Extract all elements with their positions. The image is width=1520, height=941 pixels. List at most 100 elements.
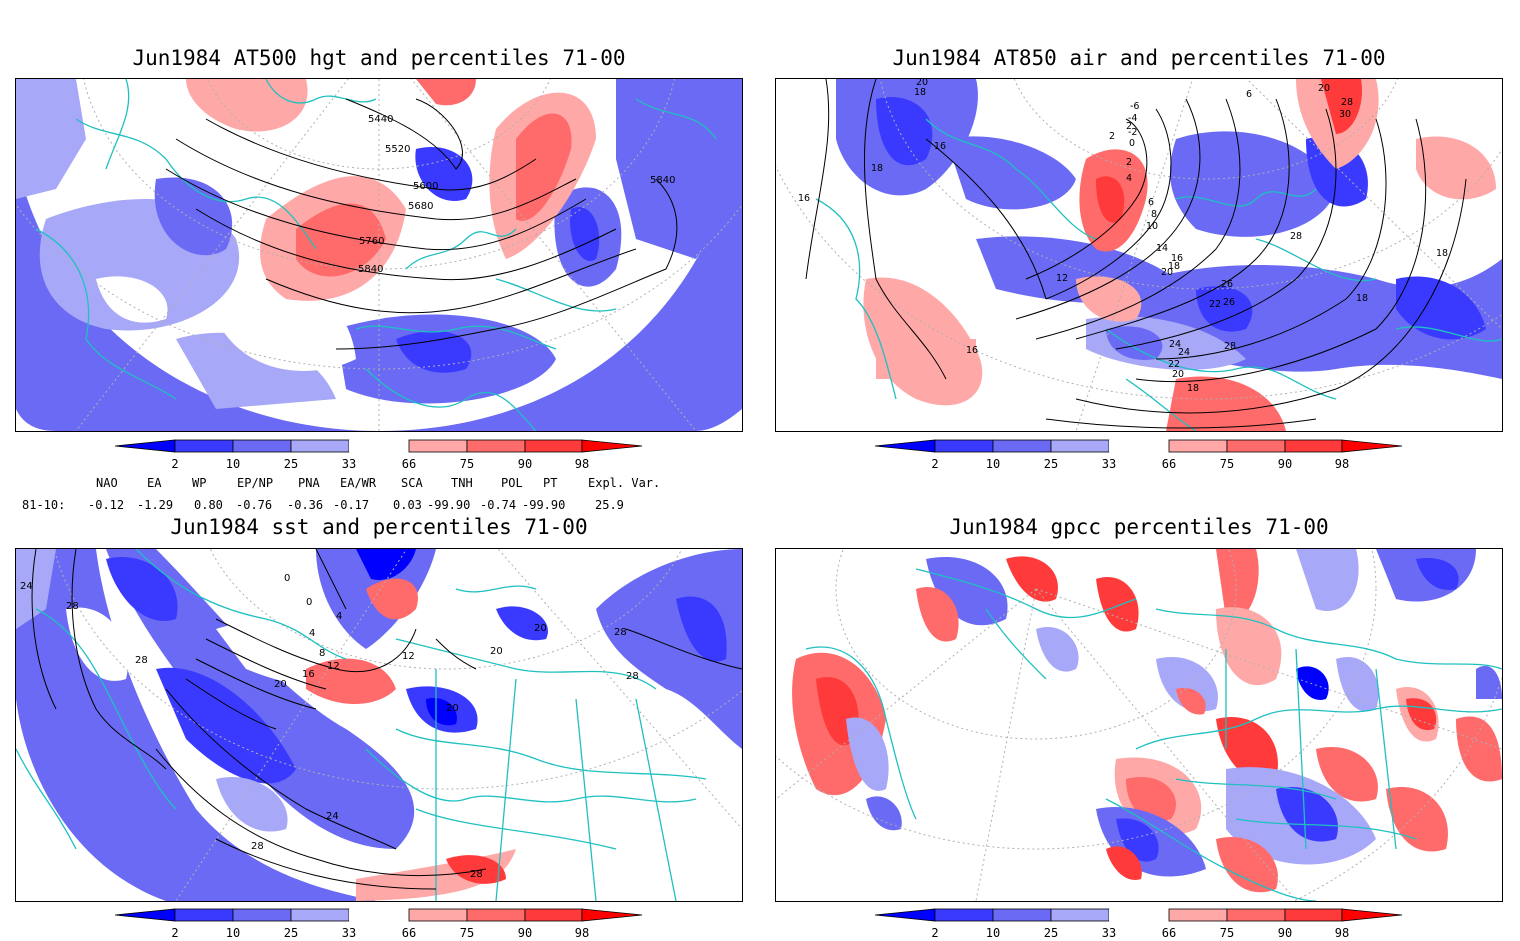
colorbar-tick-label: 33 — [342, 457, 356, 471]
colorbar-segment — [290, 439, 350, 453]
colorbar-segment — [232, 439, 292, 453]
contour-label: 12 — [1056, 273, 1068, 284]
colorbar-tick-label: 75 — [1220, 926, 1234, 940]
colorbar-segment — [1168, 908, 1228, 922]
contour-label: 28 — [251, 841, 264, 852]
contour-label: 20 — [534, 623, 547, 634]
contour-label: 24 — [1178, 347, 1190, 358]
map-air850: 20 18 16 18 16 2 2 -2 -4 -6 0 2 4 6 8 10… — [776, 79, 1502, 431]
colorbar-segment — [466, 439, 526, 453]
contour-label: 16 — [1171, 253, 1183, 264]
colorbar-segment — [1284, 908, 1343, 922]
colorbar-tick-label: 66 — [402, 926, 416, 940]
map-gpcc — [776, 549, 1502, 901]
colorbar-tick-label: 2 — [171, 457, 178, 471]
contour-label: 14 — [1156, 243, 1168, 254]
colorbar-tick-label: 75 — [1220, 457, 1234, 471]
colorbar-tick-label: 90 — [518, 926, 532, 940]
colorbar-tick-label: 90 — [1278, 457, 1292, 471]
colorbar-segment — [408, 908, 468, 922]
colorbar-arrow-low — [115, 908, 176, 922]
colorbar-tick-label: 10 — [986, 926, 1000, 940]
contour-label: 28 — [135, 655, 148, 666]
index-header: SCA — [401, 476, 423, 490]
contour-label: 28 — [1290, 231, 1302, 242]
index-value: -99.90 — [427, 498, 471, 512]
contour-label: 16 — [302, 669, 315, 680]
colorbar-tick-label: 98 — [1335, 926, 1349, 940]
contour-label: 18 — [914, 87, 926, 98]
colorbar-segment — [466, 908, 526, 922]
colorbar-segment — [524, 908, 583, 922]
colorbar-segment — [1226, 908, 1286, 922]
contour-label: 5760 — [359, 236, 384, 247]
contour-label: 18 — [1356, 293, 1368, 304]
index-value: 25.9 — [595, 498, 624, 512]
colorbar-segment — [1109, 440, 1169, 452]
colorbar-tick-label: 98 — [575, 926, 589, 940]
colorbar-segment — [1050, 908, 1110, 922]
contour-label: 4 — [336, 611, 342, 622]
colorbar-tick-label: 10 — [986, 457, 1000, 471]
index-value: -0.36 — [287, 498, 324, 512]
contour-label: 20 — [490, 646, 503, 657]
contour-label: 16 — [934, 141, 946, 152]
contour-label: 28 — [1341, 97, 1353, 108]
panel-title-sst: Jun1984 sst and percentiles 71-00 — [170, 515, 588, 539]
contour-label: 26 — [1221, 279, 1233, 290]
contour-label: 24 — [1169, 339, 1181, 350]
colorbar-segment — [290, 908, 350, 922]
colorbar-tick-label: 66 — [402, 457, 416, 471]
colorbar-segment — [408, 439, 468, 453]
colorbar-segment — [934, 439, 994, 453]
contour-label: 4 — [1126, 173, 1132, 184]
contour-label: 18 — [1168, 261, 1180, 272]
colorbar-tick-label: 98 — [575, 457, 589, 471]
panel-title-gpcc: Jun1984 gpcc percentiles 71-00 — [949, 515, 1329, 539]
contour-label: 5840 — [650, 175, 675, 186]
colorbar-arrow-low — [115, 439, 176, 453]
map-panel-hgt500: 5440 5520 5600 5680 5760 5840 5840 — [15, 78, 743, 432]
contour-label: 16 — [966, 345, 978, 356]
colorbar-tick-label: 90 — [518, 457, 532, 471]
contour-label: 16 — [798, 193, 810, 204]
index-row-label: 81-10: — [22, 498, 66, 512]
colorbar-segment — [934, 908, 994, 922]
colorbar-tick-label: 25 — [284, 926, 298, 940]
contour-label: -6 — [1130, 101, 1139, 112]
contour-label: 20 — [1318, 83, 1330, 94]
contour-label: 20 — [1172, 369, 1184, 380]
colorbar-arrow-low — [875, 908, 936, 922]
colorbar-segment — [174, 439, 234, 453]
colorbar-tick-label: 75 — [460, 926, 474, 940]
contour-label: 18 — [1436, 248, 1448, 259]
colorbar-tick-label: 66 — [1162, 457, 1176, 471]
contour-label: 12 — [402, 651, 415, 662]
map-sst: 24 28 28 0 0 4 4 8 12 16 20 20 24 28 28 … — [16, 549, 742, 901]
index-header: EA/WR — [340, 476, 377, 490]
colorbar-arrow-high — [1341, 908, 1403, 922]
colorbar-tick-label: 2 — [931, 926, 938, 940]
index-header: EA — [147, 476, 162, 490]
index-header: WP — [192, 476, 207, 490]
colorbar-arrow-low — [875, 439, 936, 453]
colorbar-segment — [349, 909, 409, 921]
contour-label: 28 — [1224, 341, 1236, 352]
colorbar-arrow-high — [581, 439, 643, 453]
colorbar-tick-label: 75 — [460, 457, 474, 471]
contour-label: -2 — [1128, 127, 1137, 138]
contour-label: 6 — [1148, 197, 1154, 208]
map-panel-sst: 24 28 28 0 0 4 4 8 12 16 20 20 24 28 28 … — [15, 548, 743, 902]
contour-label: 18 — [1187, 383, 1199, 394]
index-header: PT — [543, 476, 558, 490]
colorbar-tick-label: 25 — [1044, 926, 1058, 940]
contour-label: 30 — [1339, 109, 1351, 120]
colorbar-segment — [992, 908, 1052, 922]
contour-label: 20 — [1161, 267, 1173, 278]
colorbar-tick-label: 10 — [226, 926, 240, 940]
contour-label: 5840 — [358, 264, 383, 275]
colorbar-segment — [992, 439, 1052, 453]
colorbar-tick-label: 33 — [1102, 926, 1116, 940]
index-value: 0.03 — [393, 498, 422, 512]
colorbar-arrow-high — [581, 908, 643, 922]
